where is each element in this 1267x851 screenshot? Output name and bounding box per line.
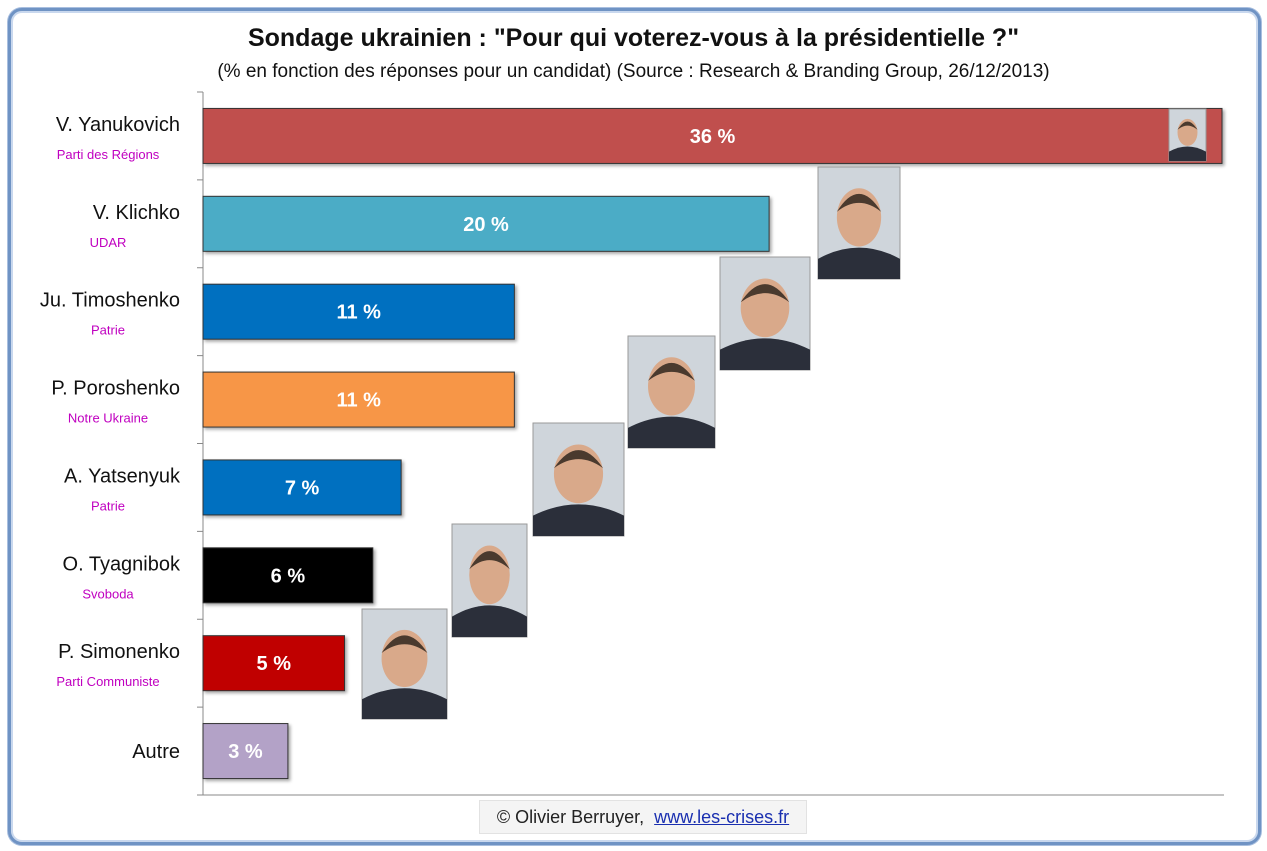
data-label-5: 7 %: [285, 477, 320, 499]
category-label-5: A. Yatsenyuk: [64, 465, 181, 487]
data-label-1: 36 %: [690, 126, 736, 148]
footer-copyright: © Olivier Berruyer,: [496, 806, 645, 827]
chart-title: Sondage ukrainien : "Pour qui voterez-vo…: [247, 24, 1020, 52]
portrait-photo-1: [1168, 108, 1207, 162]
data-label-6: 6 %: [271, 565, 306, 587]
bar-8: [202, 723, 289, 780]
footer-link[interactable]: www.les-crises.fr: [654, 806, 790, 827]
chart-subtitle: (% en fonction des réponses pour un cand…: [217, 61, 1050, 82]
portrait-photo-5: [532, 422, 625, 537]
party-label-2: UDAR: [90, 235, 127, 250]
category-label-3: Ju. Timoshenko: [40, 290, 180, 312]
footer-credit: © Olivier Berruyer, www.les-crises.fr: [479, 800, 807, 834]
bar-6: [202, 547, 374, 604]
category-label-1: V. Yanukovich: [56, 114, 180, 136]
data-label-8: 3 %: [228, 741, 263, 763]
portrait-photo-6: [451, 523, 528, 638]
bar-7: [202, 635, 346, 692]
bar-5: [202, 459, 402, 516]
category-label-6: O. Tyagnibok: [63, 553, 181, 575]
data-label-3: 11 %: [336, 302, 381, 324]
bar-4: [202, 371, 515, 428]
party-label-1: Parti des Régions: [57, 147, 160, 162]
party-label-5: Patrie: [91, 498, 125, 513]
category-label-2: V. Klichko: [93, 202, 180, 224]
party-label-3: Patrie: [91, 323, 125, 338]
party-label-6: Svoboda: [82, 586, 134, 601]
bar-3: [202, 283, 515, 340]
party-label-4: Notre Ukraine: [68, 411, 148, 426]
portrait-photo-7: [361, 608, 448, 720]
party-label-7: Parti Communiste: [56, 674, 159, 689]
category-label-8: Autre: [132, 741, 180, 763]
portrait-photo-4: [627, 335, 716, 449]
data-label-4: 11 %: [336, 390, 381, 412]
bar-2: [202, 195, 770, 252]
data-label-2: 20 %: [463, 214, 509, 236]
category-label-4: P. Poroshenko: [51, 378, 180, 400]
bar-1: [202, 107, 1223, 164]
portrait-photo-3: [719, 256, 811, 371]
portrait-photo-2: [817, 166, 901, 280]
data-label-7: 5 %: [257, 653, 292, 675]
category-label-7: P. Simonenko: [58, 641, 180, 663]
